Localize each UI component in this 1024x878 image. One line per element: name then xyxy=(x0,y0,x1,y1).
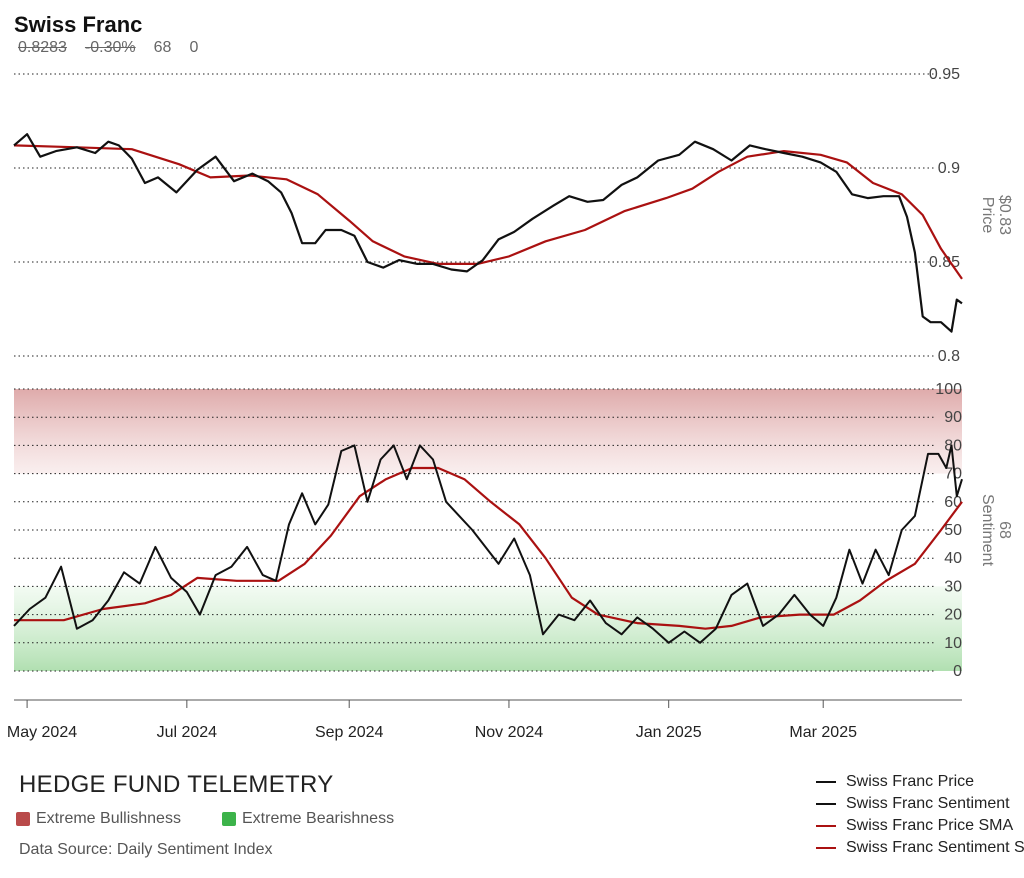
bullish-label: Extreme Bullishness xyxy=(36,810,181,827)
sentiment-value: 68 xyxy=(153,39,172,56)
legend-line xyxy=(816,825,836,827)
sentiment-tick-label: 100 xyxy=(935,381,962,398)
sentiment-tick-label: 0 xyxy=(953,663,962,680)
series-legend: Swiss Franc Price Swiss Franc Sentiment … xyxy=(816,771,1024,859)
sentiment-line xyxy=(13,444,963,644)
price-tick-label: 0.8 xyxy=(938,348,960,365)
legend-line xyxy=(816,847,836,849)
price-axis-title-line: Price xyxy=(979,197,996,234)
legend-label: Swiss Franc Price SMA xyxy=(846,817,1014,834)
sentiment-tick-label: 80 xyxy=(944,437,962,454)
sentiment-tick-label: 40 xyxy=(944,550,962,567)
sentiment-tick-label: 70 xyxy=(944,466,962,483)
x-tick-label: Jul 2024 xyxy=(157,724,218,741)
price-tick-label: 0.9 xyxy=(938,160,960,177)
sentiment-tick-label: 30 xyxy=(944,578,962,595)
price-axis-title-line: $0.83 xyxy=(996,195,1013,235)
data-source: Data Source: Daily Sentiment Index xyxy=(19,841,273,858)
legend-item-sentiment[interactable]: Swiss Franc Sentiment xyxy=(816,793,1024,815)
extreme-bearish-zone xyxy=(14,586,962,671)
legend-label: Swiss Franc Price xyxy=(846,773,975,790)
legend-line xyxy=(816,803,836,805)
extreme-bullish-zone xyxy=(14,389,962,474)
bearish-label: Extreme Bearishness xyxy=(242,810,395,827)
legend-extreme-bearish: Extreme Bearishness xyxy=(222,810,394,828)
sentiment-axis-title-line: 68 xyxy=(996,521,1013,539)
price-sma-line xyxy=(13,144,963,280)
x-tick-label: May 2024 xyxy=(7,724,77,741)
sentiment-tick-label: 10 xyxy=(944,635,962,652)
price-tick-label: 0.95 xyxy=(929,66,960,83)
extra-value: 0 xyxy=(189,39,199,56)
sentiment-tick-label: 60 xyxy=(944,494,962,511)
sentiment-tick-label: 20 xyxy=(944,607,962,624)
legend-item-price[interactable]: Swiss Franc Price xyxy=(816,771,1024,793)
x-tick-label: Mar 2025 xyxy=(789,724,857,741)
x-tick-label: Jan 2025 xyxy=(636,724,702,741)
price-change: -0.30% xyxy=(84,39,136,56)
price-axis-title: Price $0.83 xyxy=(979,195,1013,235)
legend-label: Swiss Franc Sentiment xyxy=(846,795,1010,812)
current-price: 0.8283 xyxy=(18,39,67,56)
sentiment-tick-label: 90 xyxy=(944,409,962,426)
x-tick-label: Nov 2024 xyxy=(475,724,544,741)
bearish-swatch xyxy=(222,812,236,826)
price-stats: 0.8283 -0.30% 68 0 xyxy=(18,39,198,57)
sentiment-axis-title: Sentiment 68 xyxy=(979,494,1013,567)
bullish-swatch xyxy=(16,812,30,826)
legend-item-price-sma[interactable]: Swiss Franc Price SMA xyxy=(816,815,1024,837)
legend-extreme-bullish: Extreme Bullishness xyxy=(16,810,181,828)
legend-item-sentiment-sma[interactable]: Swiss Franc Sentiment SMA xyxy=(816,837,1024,859)
legend-label: Swiss Franc Sentiment SMA xyxy=(846,839,1024,856)
sentiment-tick-label: 50 xyxy=(944,522,962,539)
sentiment-axis-title-line: Sentiment xyxy=(979,494,996,567)
chart-title: Swiss Franc xyxy=(14,12,143,37)
price-line xyxy=(13,133,963,333)
brand-name: HEDGE FUND TELEMETRY xyxy=(19,771,334,798)
legend-line xyxy=(816,781,836,783)
chart-canvas: 0.80.850.90.950102030405060708090100Pric… xyxy=(7,66,1013,741)
x-tick-label: Sep 2024 xyxy=(315,724,384,741)
